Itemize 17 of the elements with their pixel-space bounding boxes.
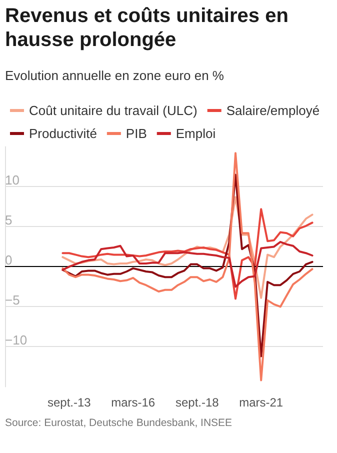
x-tick-label: sept.-13 [47, 396, 92, 410]
x-tick-label: mars-16 [111, 396, 156, 410]
source-note: Source: Eurostat, Deutsche Bundesbank, INSEE [5, 416, 234, 430]
legend-label: Productivité [29, 126, 97, 141]
legend-label: Coût unitaire du travail (ULC) [29, 103, 198, 118]
y-tick-label: 5 [5, 212, 12, 228]
y-tick-label: −10 [5, 332, 28, 348]
y-tick-label: −5 [5, 292, 20, 308]
legend-label: Emploi [176, 126, 216, 141]
y-tick-label: 0 [5, 252, 12, 268]
chart-title: Revenus et coûts unitaires en hausse prolongée [5, 4, 290, 52]
y-tick-label: 10 [5, 172, 20, 188]
x-tick-label: mars-21 [239, 396, 284, 410]
chart-subtitle: Evolution annuelle en zone euro en % [5, 68, 224, 83]
legend-label: Salaire/employé [226, 103, 320, 118]
legend-label: PIB [126, 126, 147, 141]
x-tick-label: sept.-18 [175, 396, 220, 410]
